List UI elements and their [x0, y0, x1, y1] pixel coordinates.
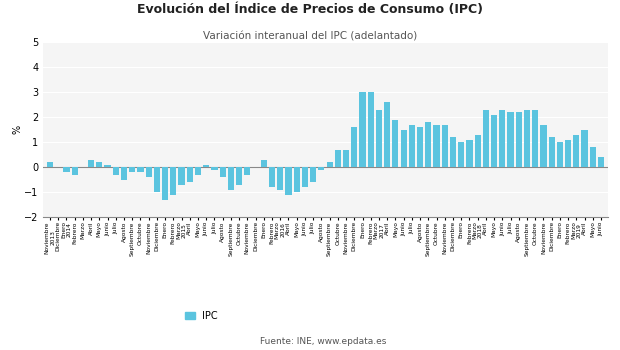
- Bar: [162, 167, 168, 199]
- Bar: [129, 167, 135, 172]
- Bar: [277, 167, 283, 189]
- Y-axis label: %: %: [13, 125, 23, 134]
- Bar: [524, 110, 530, 167]
- Bar: [219, 167, 226, 177]
- Bar: [351, 127, 357, 167]
- Bar: [474, 134, 480, 167]
- Bar: [138, 167, 144, 172]
- Bar: [532, 110, 538, 167]
- Bar: [450, 137, 456, 167]
- Bar: [146, 167, 152, 177]
- Text: Evolución del Índice de Precios de Consumo (IPC): Evolución del Índice de Precios de Consu…: [137, 4, 483, 16]
- Bar: [310, 167, 316, 182]
- Bar: [466, 140, 472, 167]
- Bar: [71, 167, 78, 175]
- Bar: [170, 167, 177, 195]
- Legend: IPC: IPC: [185, 311, 218, 321]
- Bar: [244, 167, 250, 175]
- Bar: [541, 125, 547, 167]
- Bar: [343, 149, 349, 167]
- Bar: [211, 167, 218, 169]
- Bar: [384, 102, 390, 167]
- Bar: [417, 127, 423, 167]
- Bar: [392, 119, 399, 167]
- Bar: [179, 167, 185, 184]
- Bar: [499, 110, 505, 167]
- Bar: [121, 167, 127, 180]
- Bar: [433, 125, 440, 167]
- Bar: [261, 160, 267, 167]
- Bar: [195, 167, 201, 175]
- Text: Variación interanual del IPC (adelantado): Variación interanual del IPC (adelantado…: [203, 32, 417, 42]
- Bar: [376, 110, 382, 167]
- Bar: [113, 167, 119, 175]
- Bar: [360, 92, 366, 167]
- Bar: [409, 125, 415, 167]
- Bar: [368, 92, 374, 167]
- Bar: [507, 112, 513, 167]
- Bar: [582, 130, 588, 167]
- Bar: [441, 125, 448, 167]
- Bar: [228, 167, 234, 189]
- Bar: [327, 162, 333, 167]
- Bar: [565, 140, 571, 167]
- Bar: [203, 164, 210, 167]
- Bar: [516, 112, 522, 167]
- Text: Fuente: INE, www.epdata.es: Fuente: INE, www.epdata.es: [260, 337, 387, 346]
- Bar: [63, 167, 69, 172]
- Bar: [549, 137, 555, 167]
- Bar: [302, 167, 308, 187]
- Bar: [557, 142, 563, 167]
- Bar: [458, 142, 464, 167]
- Bar: [401, 130, 407, 167]
- Bar: [104, 164, 110, 167]
- Bar: [47, 162, 53, 167]
- Bar: [598, 157, 604, 167]
- Bar: [294, 167, 300, 192]
- Bar: [154, 167, 160, 192]
- Bar: [318, 167, 324, 169]
- Bar: [335, 149, 341, 167]
- Bar: [88, 160, 94, 167]
- Bar: [425, 122, 432, 167]
- Bar: [96, 162, 102, 167]
- Bar: [269, 167, 275, 187]
- Bar: [590, 147, 596, 167]
- Bar: [491, 114, 497, 167]
- Bar: [483, 110, 489, 167]
- Bar: [285, 167, 291, 195]
- Bar: [574, 134, 580, 167]
- Bar: [187, 167, 193, 182]
- Bar: [236, 167, 242, 184]
